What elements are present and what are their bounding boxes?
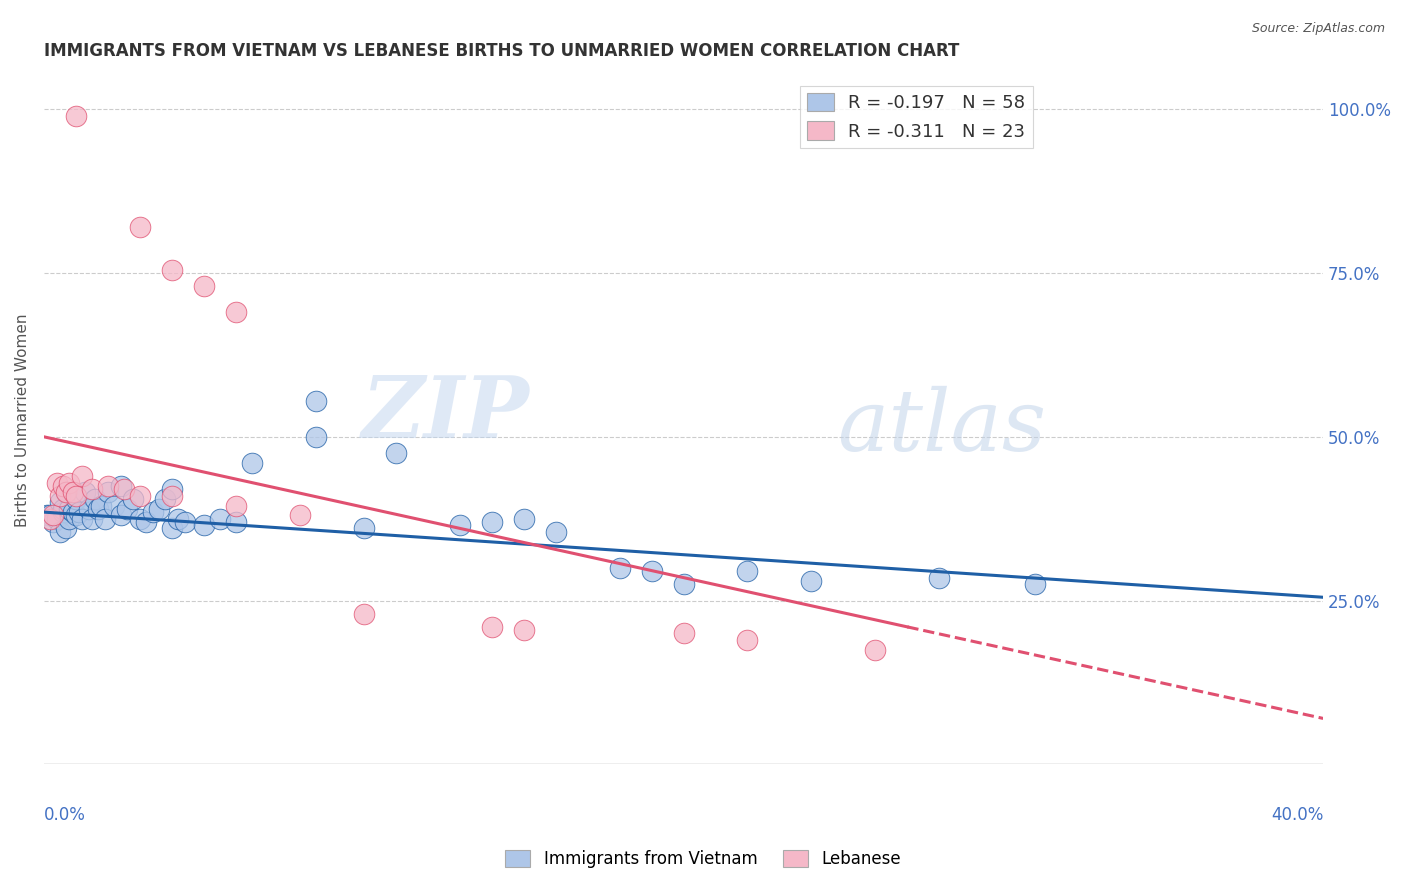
Point	[1024, 577, 1046, 591]
Point	[128, 489, 150, 503]
Point	[90, 499, 112, 513]
Point	[173, 515, 195, 529]
Point	[167, 511, 190, 525]
Point	[208, 511, 231, 525]
Point	[449, 518, 471, 533]
Text: IMMIGRANTS FROM VIETNAM VS LEBANESE BIRTHS TO UNMARRIED WOMEN CORRELATION CHART: IMMIGRANTS FROM VIETNAM VS LEBANESE BIRT…	[44, 42, 959, 60]
Text: 40.0%: 40.0%	[1271, 805, 1323, 823]
Point	[193, 279, 215, 293]
Point	[193, 518, 215, 533]
Point	[353, 521, 375, 535]
Point	[77, 501, 100, 516]
Point	[55, 485, 77, 500]
Point	[225, 515, 247, 529]
Point	[58, 501, 80, 516]
Legend: Immigrants from Vietnam, Lebanese: Immigrants from Vietnam, Lebanese	[499, 843, 907, 875]
Point	[52, 479, 75, 493]
Point	[481, 620, 503, 634]
Point	[87, 501, 110, 516]
Point	[67, 505, 90, 519]
Point	[305, 393, 328, 408]
Point	[160, 521, 183, 535]
Point	[93, 511, 115, 525]
Point	[155, 491, 177, 506]
Text: Source: ZipAtlas.com: Source: ZipAtlas.com	[1251, 22, 1385, 36]
Text: atlas: atlas	[837, 386, 1046, 468]
Point	[65, 491, 87, 506]
Point	[49, 524, 72, 539]
Point	[160, 489, 183, 503]
Point	[42, 508, 65, 523]
Point	[52, 501, 75, 516]
Point	[512, 623, 534, 637]
Point	[384, 446, 406, 460]
Point	[97, 479, 120, 493]
Point	[128, 511, 150, 525]
Point	[58, 511, 80, 525]
Point	[80, 482, 103, 496]
Point	[72, 511, 94, 525]
Point	[58, 475, 80, 490]
Y-axis label: Births to Unmarried Women: Births to Unmarried Women	[15, 314, 30, 527]
Point	[55, 485, 77, 500]
Point	[35, 508, 58, 523]
Point	[135, 515, 157, 529]
Point	[65, 109, 87, 123]
Point	[544, 524, 567, 539]
Point	[142, 505, 165, 519]
Point	[110, 508, 132, 523]
Point	[42, 515, 65, 529]
Text: ZIP: ZIP	[363, 372, 530, 455]
Point	[481, 515, 503, 529]
Point	[115, 501, 138, 516]
Point	[122, 491, 145, 506]
Point	[45, 475, 67, 490]
Point	[148, 501, 170, 516]
Point	[512, 511, 534, 525]
Point	[672, 577, 695, 591]
Point	[49, 489, 72, 503]
Point	[737, 564, 759, 578]
Point	[65, 489, 87, 503]
Point	[52, 505, 75, 519]
Point	[62, 505, 84, 519]
Point	[353, 607, 375, 621]
Point	[62, 485, 84, 500]
Point	[160, 262, 183, 277]
Point	[39, 508, 62, 523]
Point	[160, 482, 183, 496]
Point	[609, 561, 631, 575]
Point	[75, 485, 97, 500]
Point	[72, 469, 94, 483]
Point	[928, 571, 950, 585]
Legend: R = -0.197   N = 58, R = -0.311   N = 23: R = -0.197 N = 58, R = -0.311 N = 23	[800, 86, 1032, 148]
Point	[84, 491, 107, 506]
Point	[737, 632, 759, 647]
Point	[80, 511, 103, 525]
Point	[225, 305, 247, 319]
Point	[672, 626, 695, 640]
Point	[800, 574, 823, 588]
Point	[288, 508, 311, 523]
Point	[49, 495, 72, 509]
Text: 0.0%: 0.0%	[44, 805, 86, 823]
Point	[640, 564, 662, 578]
Point	[39, 511, 62, 525]
Point	[865, 642, 887, 657]
Point	[103, 499, 125, 513]
Point	[240, 456, 263, 470]
Point	[305, 430, 328, 444]
Point	[128, 220, 150, 235]
Point	[45, 511, 67, 525]
Point	[55, 521, 77, 535]
Point	[225, 499, 247, 513]
Point	[65, 508, 87, 523]
Point	[112, 482, 135, 496]
Point	[110, 479, 132, 493]
Point	[97, 485, 120, 500]
